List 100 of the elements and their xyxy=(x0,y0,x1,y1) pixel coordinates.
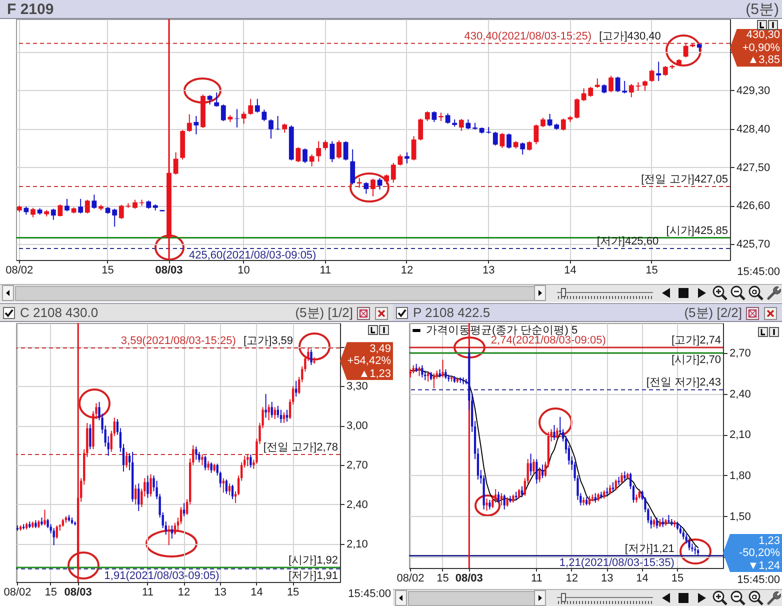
candlestick xyxy=(377,177,382,190)
x-tick-label: 10 xyxy=(238,264,250,276)
candlestick xyxy=(250,454,252,468)
text: 15:45:00 xyxy=(737,574,780,586)
x-tick-label: 08/02 xyxy=(4,586,32,598)
candlestick xyxy=(432,372,435,389)
candlestick xyxy=(214,92,220,108)
text: 1,23 xyxy=(758,534,780,548)
candlestick xyxy=(506,133,512,149)
x-tick-label: 11 xyxy=(530,572,542,584)
candlestick xyxy=(620,472,623,484)
candlestick xyxy=(182,502,186,517)
candlestick xyxy=(656,61,662,82)
candlestick xyxy=(322,140,328,151)
candlestick xyxy=(30,207,36,218)
candlestick xyxy=(506,496,508,508)
ref-line-label: [시가]1,92 xyxy=(288,554,338,567)
candlestick xyxy=(534,124,539,145)
x-tick-label: 15 xyxy=(286,586,300,598)
candlestick xyxy=(497,491,500,504)
text: -50,20% xyxy=(738,547,780,560)
candlestick xyxy=(254,98,260,114)
candlestick xyxy=(370,178,376,197)
candlestick xyxy=(52,528,55,546)
candlestick xyxy=(234,108,240,128)
candlestick xyxy=(540,117,546,128)
annotation: 1,91(2021/08/03-09:05) xyxy=(104,570,220,582)
y-tick-label: 2,70 xyxy=(730,347,751,360)
candlestick xyxy=(588,86,594,98)
x-tick-label: 11 xyxy=(320,264,332,276)
ref-line-label: [고가]430,40 xyxy=(599,30,661,42)
candlestick xyxy=(547,113,552,127)
candlestick xyxy=(488,499,491,510)
candlestick xyxy=(530,453,532,476)
candlestick xyxy=(520,142,526,155)
candlestick xyxy=(220,104,226,122)
candlestick xyxy=(268,118,274,140)
ref-line-label: [저가]1,91 xyxy=(288,570,338,582)
candlestick xyxy=(58,204,63,217)
candlestick xyxy=(89,424,92,450)
x-tick-label: 08/03 xyxy=(155,264,183,276)
candlestick xyxy=(500,492,502,506)
chart-subtitle: (5분) [2/2] xyxy=(684,304,742,322)
y-tick-label: 2,10 xyxy=(346,538,368,550)
candlestick xyxy=(201,454,204,466)
candlestick xyxy=(622,80,628,94)
candlestick xyxy=(642,80,648,92)
ref-line-label: [고가]2,74 xyxy=(671,334,721,346)
candlestick xyxy=(84,199,90,214)
y-tick-label: 428,40 xyxy=(736,123,770,136)
candlestick xyxy=(553,424,556,441)
candlestick xyxy=(118,204,124,220)
candlestick xyxy=(574,98,580,120)
text: ▲3,85 xyxy=(746,54,780,67)
x-tick-label: 15 xyxy=(436,572,449,584)
candlestick xyxy=(588,495,591,506)
candlestick xyxy=(207,94,212,105)
x-tick-label: 11 xyxy=(142,586,154,598)
candlestick xyxy=(404,152,410,164)
y-tick-label: 1,50 xyxy=(730,510,751,523)
candlestick xyxy=(500,132,505,149)
candlestick xyxy=(615,76,620,93)
text: 3,49 xyxy=(368,342,391,356)
candlestick xyxy=(343,140,348,161)
x-tick-label: 15 xyxy=(44,586,57,598)
candlestick xyxy=(207,460,210,471)
candlestick xyxy=(112,208,118,228)
candlestick xyxy=(466,118,471,130)
y-tick-label: 3,00 xyxy=(346,420,368,432)
y-tick-label: 3,30 xyxy=(346,380,368,393)
candlestick xyxy=(282,412,286,424)
candlestick xyxy=(556,427,558,440)
candlestick xyxy=(364,182,369,194)
chart-title: F 2109 xyxy=(7,0,54,19)
candlestick xyxy=(458,118,464,132)
candlestick xyxy=(225,478,228,494)
candlestick xyxy=(662,517,664,528)
candlestick xyxy=(682,529,684,540)
annotation: 430,40(2021/08/03-15:25) xyxy=(464,30,592,42)
ref-line-label: [전일 고가]427,05 xyxy=(641,174,728,186)
x-tick-label: 12 xyxy=(400,264,414,276)
candlestick xyxy=(44,509,46,526)
x-tick-label: 08/03 xyxy=(64,586,92,598)
candlestick xyxy=(608,484,612,495)
candlestick xyxy=(520,486,524,498)
text: 15:45:00 xyxy=(348,588,391,600)
chart-title: C 2108 430.0 xyxy=(20,304,98,322)
candlestick xyxy=(608,75,614,93)
candlestick xyxy=(316,140,322,162)
ref-line-label: [전일 저가]2,43 xyxy=(646,376,721,389)
candlestick xyxy=(444,368,447,380)
candlestick xyxy=(614,479,617,491)
candlestick xyxy=(210,462,212,474)
candlestick xyxy=(350,148,356,185)
annotation: 1,21(2021/08/03-15:35) xyxy=(559,556,674,569)
candlestick xyxy=(688,538,690,551)
candlestick xyxy=(683,42,688,58)
candlestick xyxy=(204,455,206,471)
x-tick-label: 14 xyxy=(250,586,263,598)
x-tick-label: 12 xyxy=(566,572,578,584)
